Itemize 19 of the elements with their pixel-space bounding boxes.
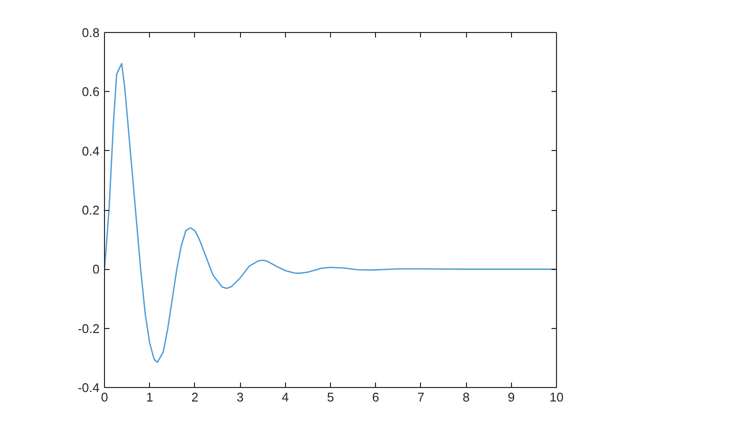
x-tick-label: 9 — [508, 390, 515, 404]
y-tick-label: 0.8 — [82, 26, 100, 40]
x-tick-label: 8 — [462, 390, 470, 404]
x-tick-label: 1 — [146, 390, 154, 404]
y-tick-label: -0.4 — [78, 381, 100, 395]
y-tick-label: 0.6 — [82, 85, 100, 100]
x-tick-label: 4 — [282, 390, 289, 404]
y-tick-label: 0 — [92, 262, 100, 277]
x-tick-label: 0 — [100, 390, 108, 404]
line-series — [104, 62, 556, 364]
y-tick-label: 0.2 — [82, 204, 100, 218]
x-tick-label: 2 — [191, 390, 198, 404]
x-tick-label: 5 — [326, 390, 334, 404]
y-tick-label: 0.4 — [82, 144, 100, 158]
y-tick-label: -0.2 — [78, 322, 100, 336]
x-tick-label: 6 — [372, 390, 380, 404]
x-tick-label: 7 — [417, 390, 424, 404]
x-tick-label: 3 — [236, 390, 244, 404]
x-tick-label: 10 — [549, 390, 564, 404]
